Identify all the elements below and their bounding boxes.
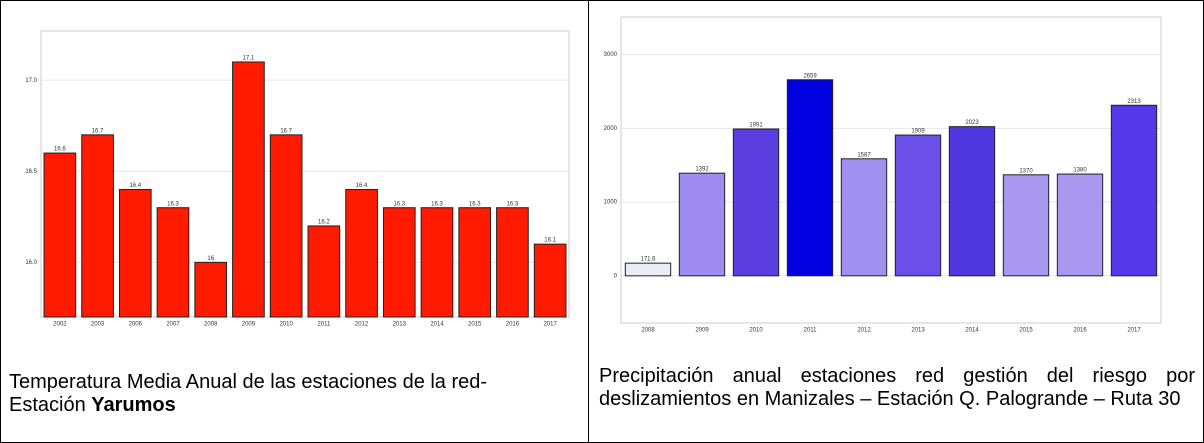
x-tick-label: 2010 (279, 322, 293, 328)
x-tick-label: 2008 (204, 322, 218, 328)
x-tick-label: 2012 (857, 328, 871, 334)
data-label: 1991 (749, 123, 763, 129)
data-label: 1587 (857, 152, 871, 158)
x-tick-label: 2010 (749, 328, 763, 334)
data-label: 16.2 (318, 219, 330, 225)
bar (894, 134, 942, 277)
data-label: 2313 (1127, 99, 1141, 105)
x-tick-label: 2002 (53, 322, 67, 328)
chart: 0 1000 2000 3000 2008 171.6 2009 1392 2010 1991 20… (604, 16, 1162, 334)
bar (458, 207, 492, 318)
caption: Precipitación anual estaciones red gesti… (599, 365, 1195, 410)
bar (840, 158, 888, 277)
bar (496, 207, 529, 318)
data-label: 16.1 (544, 238, 556, 244)
caption-bold: Yarumos (91, 394, 176, 416)
bar (624, 262, 672, 277)
y-tick-label: 1000 (604, 200, 618, 206)
data-label: 171.6 (640, 257, 656, 263)
bar (533, 243, 567, 318)
x-tick-label: 2013 (393, 322, 407, 328)
bar (307, 225, 341, 318)
data-label: 16.3 (167, 201, 179, 207)
data-label: 17.1 (243, 56, 255, 62)
x-tick-label: 2017 (543, 322, 557, 328)
bar (420, 207, 454, 318)
x-tick-label: 2015 (1019, 328, 1033, 334)
y-tick-label: 16.5 (25, 169, 37, 175)
x-tick-label: 2014 (430, 322, 444, 328)
data-label: 16.4 (129, 183, 141, 189)
data-label: 16.3 (431, 201, 443, 207)
bar (1002, 174, 1050, 277)
y-tick-label: 3000 (604, 52, 618, 58)
table-cell: 0 1000 2000 3000 2008 171.6 2009 1392 2010 1991 20… (589, 1, 1203, 442)
x-tick-label: 2012 (355, 322, 369, 328)
x-tick-label: 2013 (911, 328, 925, 334)
x-tick-label: 2015 (468, 322, 482, 328)
bar (232, 61, 265, 318)
data-label: 2659 (803, 73, 817, 79)
x-tick-label: 2003 (91, 322, 105, 328)
y-tick-label: 2000 (604, 126, 618, 132)
bar (81, 134, 114, 318)
x-tick-label: 2011 (804, 328, 818, 334)
data-label: 16.6 (54, 147, 66, 153)
data-label: 1370 (1019, 168, 1033, 174)
data-label: 2023 (965, 120, 979, 126)
data-label: 1909 (911, 129, 925, 135)
bar (1056, 173, 1104, 277)
table-cell: 16.0 16.5 17.0 2002 16.6 2003 16.7 2006 16.4 2007… (1, 1, 589, 442)
bar (382, 207, 416, 318)
x-tick-label: 2006 (129, 322, 143, 328)
x-tick-label: 2014 (965, 328, 979, 334)
chart: 16.0 16.5 17.0 2002 16.6 2003 16.7 2006 16.4 2007… (25, 30, 570, 328)
data-label: 1392 (695, 167, 709, 173)
bar (118, 188, 152, 318)
bar (194, 261, 228, 318)
data-label: 16.4 (356, 183, 368, 189)
bar (1110, 104, 1158, 277)
bar (43, 152, 77, 318)
x-tick-label: 2016 (506, 322, 520, 328)
x-tick-label: 2016 (1073, 328, 1087, 334)
x-tick-label: 2007 (166, 322, 180, 328)
data-label: 16.7 (92, 128, 104, 134)
x-tick-label: 2009 (242, 322, 256, 328)
bar (948, 126, 996, 277)
data-label: 16.3 (507, 201, 519, 207)
bar (345, 188, 378, 318)
caption: Temperatura Media Anual de las estacione… (9, 371, 569, 417)
bar (678, 172, 726, 277)
data-label: 16.7 (280, 128, 292, 134)
x-tick-label: 2011 (317, 322, 331, 328)
bar (786, 79, 834, 277)
y-tick-label: 16.0 (25, 260, 37, 266)
y-tick-label: 17.0 (25, 78, 37, 84)
data-label: 1380 (1073, 168, 1087, 174)
data-label: 16 (207, 256, 214, 262)
bar (156, 207, 190, 318)
bar (732, 128, 780, 277)
bar (269, 134, 303, 318)
x-tick-label: 2017 (1127, 328, 1141, 334)
data-label: 16.3 (469, 201, 481, 207)
y-tick-label: 0 (614, 273, 618, 279)
data-label: 16.3 (393, 201, 405, 207)
caption-text: Temperatura Media Anual de las estacione… (9, 371, 488, 416)
x-tick-label: 2008 (641, 328, 655, 334)
x-tick-label: 2009 (695, 328, 709, 334)
